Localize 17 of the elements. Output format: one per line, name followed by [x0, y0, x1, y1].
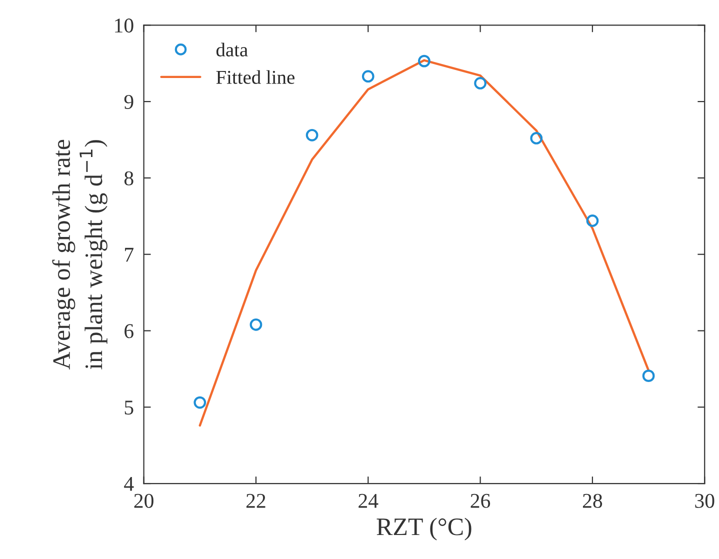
- x-tick-label: 24: [358, 494, 378, 508]
- y-tick-label: 4: [124, 477, 134, 491]
- y-tick-label: 7: [125, 248, 134, 262]
- y-tick-label: 5: [124, 400, 134, 415]
- legend-label: data: [216, 42, 248, 56]
- legend-label: Fitted line: [216, 70, 294, 84]
- x-tick-label: 22: [246, 494, 266, 508]
- x-tick-label: 28: [582, 494, 602, 508]
- x-axis-title: RZT (°C): [376, 518, 472, 540]
- x-tick-label: 26: [470, 494, 490, 508]
- y-axis-title: Average of growth rate in plant weight (g d$^{−1}$): [52, 140, 108, 370]
- x-tick-label: 30: [695, 494, 714, 508]
- y-tick-label: 10: [115, 18, 134, 33]
- y-tick-label: 8: [124, 171, 134, 186]
- y-tick-label: 6: [124, 324, 134, 338]
- x-tick-label: 20: [134, 494, 154, 508]
- y-tick-label: 9: [124, 94, 134, 109]
